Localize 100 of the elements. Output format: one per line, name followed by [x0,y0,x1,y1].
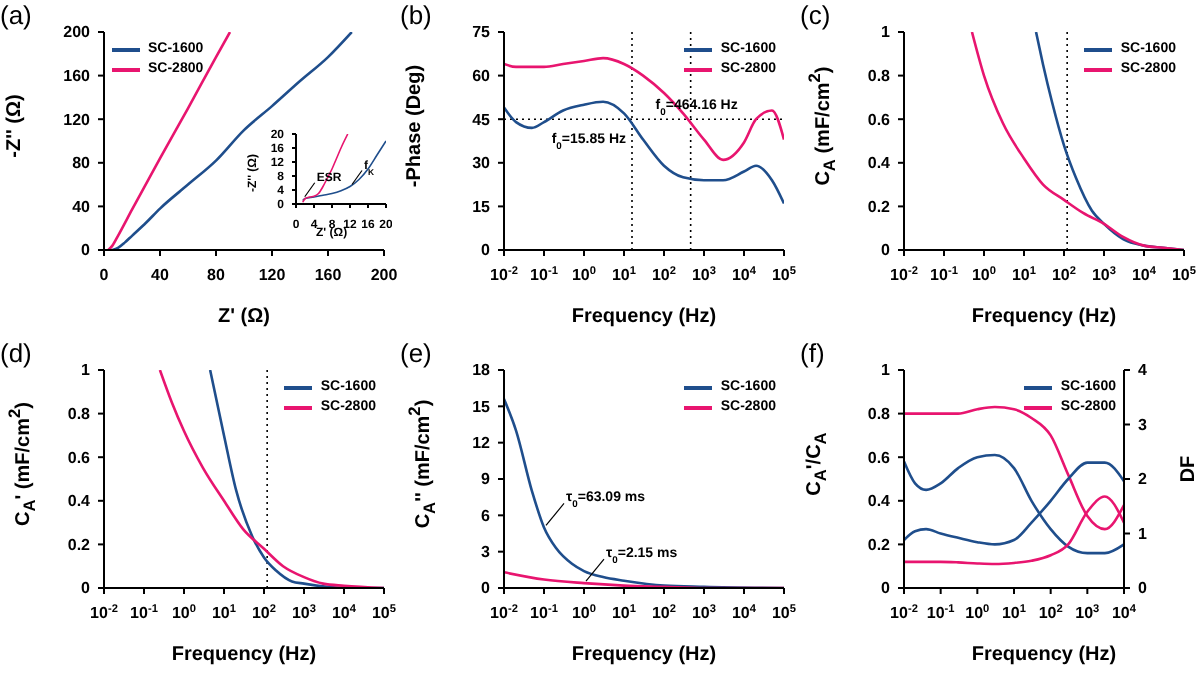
x-tick-label: 10$^{-1}$ [926,604,955,622]
y-tick-label: 12 [472,434,492,452]
chart-title: (a) [0,0,32,30]
y-tick-label: 0.6 [67,448,92,467]
x-tick-label: 160 [314,266,343,284]
line-series [301,140,386,202]
chart-title: (d) [0,338,32,368]
y-tick-label: 60 [472,66,492,85]
x-tick-label: 10$^{0}$ [171,604,197,622]
chart-title: (c) [800,0,831,30]
x-tick-label: 10$^{3}$ [691,266,717,284]
y-tick-label: 0.6 [867,448,892,467]
y-tick-label: 0.4 [867,492,892,511]
y-tick-label: 18 [472,361,492,380]
x-tick-label: 10$^{1}$ [211,604,237,622]
y2-tick-label: 3 [1138,415,1148,434]
y-tick-label: 0.6 [867,110,892,129]
x-tick-label: 10$^{4}$ [731,604,758,622]
x-axis-title: Z' (Ω) [216,306,272,328]
x-tick-label: 10$^{5}$ [371,604,397,622]
y-tick-label: 0.2 [867,535,892,554]
y-tick-label: 200 [63,23,92,42]
y-axis-title: -Z'' (Ω) [4,94,26,158]
x-axis-title: Frequency (Hz) [969,306,1119,328]
x-tick-label: 10$^{-2}$ [90,604,118,622]
y-tick-label: 40 [72,197,92,216]
line-series [301,134,349,204]
x-tick-label: 10$^{-1}$ [130,604,158,622]
y-axis-title: -Phase (Deg) [404,64,426,188]
x-tick-label: 10$^{-2}$ [490,604,518,622]
x-tick-label: 10$^{3}$ [291,604,317,622]
y-tick-label: 0 [881,241,892,260]
y-tick-label: 45 [472,110,492,129]
x-tick-label: 80 [207,266,226,284]
y-tick-label: 30 [472,154,492,173]
y2-tick-label: 2 [1138,470,1148,489]
x-tick-label: 10$^{5}$ [1171,266,1197,284]
y-tick-label: 0 [481,241,492,260]
x-tick-label: 10$^{2}$ [1051,266,1077,284]
x-tick-label: 10$^{0}$ [965,604,990,622]
x-axis-title: Frequency (Hz) [569,644,719,666]
y-tick-label: 3 [481,543,492,561]
x-tick-label: 10$^{1}$ [1001,604,1027,622]
x-tick-label: 10$^{3}$ [1075,604,1100,622]
x-tick-label: 10$^{2}$ [651,266,677,284]
y-tick-label: 75 [472,23,492,42]
chart-title: (b) [400,0,432,30]
y-tick-label: 6 [481,506,492,525]
x-tick-label: 10$^{-2}$ [490,266,518,284]
x-tick-label: 10$^{2}$ [1038,604,1063,622]
y2-axis-title: DF [1178,455,1200,483]
x-tick-label: 40 [151,266,170,284]
x-tick-label: 10$^{4}$ [731,266,758,284]
x-axis-title: Frequency (Hz) [969,644,1119,666]
x-tick-label: 10$^{1}$ [1011,266,1037,284]
y-tick-label: 0 [481,579,492,598]
y-tick-label: 80 [72,154,92,173]
x-tick-label: 10$^{0}$ [971,266,997,284]
y-tick-label: 0 [81,579,92,598]
y2-tick-label: 1 [1138,524,1148,543]
x-tick-label: 10$^{-1}$ [930,266,958,284]
chart-title: (e) [400,338,432,368]
y-tick-label: 15 [472,197,492,216]
y-tick-label: 1 [881,23,892,42]
y-tick-label: 0.4 [867,154,892,173]
chart-title: (f) [800,338,825,368]
x-tick-label: 0 [99,266,110,284]
y-tick-label: 1 [81,361,92,380]
line-series [111,32,354,250]
x-tick-label: 10$^{3}$ [691,604,717,622]
x-tick-label: 10$^{0}$ [571,604,597,622]
x-tick-label: 200 [370,266,399,284]
x-tick-label: 10$^{-1}$ [530,604,558,622]
x-tick-label: 10$^{4}$ [331,604,358,622]
x-tick-label: 10$^{0}$ [571,266,597,284]
x-tick-label: 10$^{1}$ [611,266,637,284]
x-tick-label: 10$^{-2}$ [890,604,918,622]
x-tick-label: 10$^{2}$ [651,604,677,622]
x-tick-label: 10$^{-1}$ [530,266,558,284]
y-tick-label: 9 [481,470,492,489]
y-tick-label: 0 [81,241,92,260]
y-tick-label: 0.8 [867,404,892,423]
y-tick-label: 0.8 [867,66,892,85]
x-tick-label: 10$^{1}$ [611,604,637,622]
x-tick-label: 10$^{4}$ [1111,604,1138,622]
y-tick-label: 0.2 [67,535,92,554]
y-tick-label: 0.4 [67,492,92,511]
y-tick-label: 120 [63,110,92,129]
y-tick-label: 1 [881,361,892,380]
x-axis-title: Frequency (Hz) [569,306,719,328]
x-axis-title: Frequency (Hz) [169,644,319,666]
y2-tick-label: 4 [1138,361,1148,380]
y-tick-label: 160 [63,66,92,85]
x-tick-label: 10$^{5}$ [771,266,797,284]
x-tick-label: 10$^{4}$ [1131,266,1158,284]
x-tick-label: 10$^{2}$ [251,604,277,622]
y-tick-label: 0 [881,579,892,598]
y-tick-label: 0.2 [867,197,892,216]
y2-tick-label: 0 [1138,579,1148,598]
y-tick-label: 15 [472,397,492,416]
